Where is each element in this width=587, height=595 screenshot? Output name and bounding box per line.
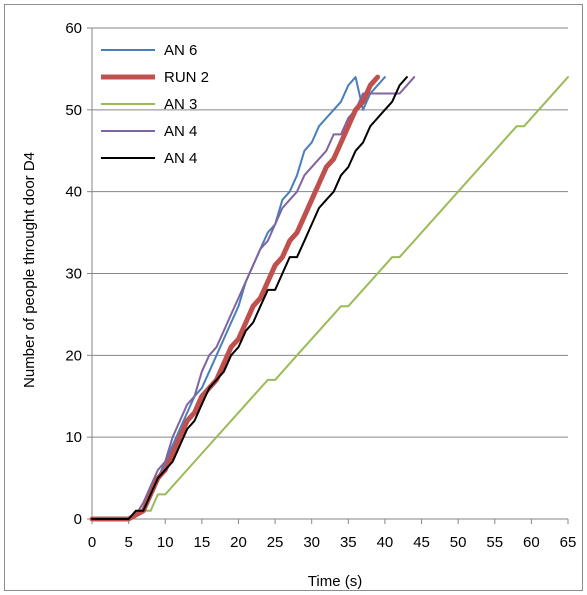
series-line-5	[91, 76, 408, 520]
x-tick-label: 40	[377, 534, 394, 551]
x-tick-label: 55	[486, 534, 503, 551]
x-tick-label: 15	[194, 534, 211, 551]
y-tick-labels: 0 10 20 30 40 50 60	[65, 20, 82, 528]
x-tick-label: 50	[450, 534, 467, 551]
x-tick-label: 20	[230, 534, 247, 551]
x-tick-label: 65	[560, 534, 577, 551]
legend: AN 6 RUN 2 AN 3 AN 4 AN 4	[101, 42, 209, 167]
series-line-4	[91, 76, 416, 520]
y-tick-label: 40	[65, 184, 82, 201]
x-tick-label: 60	[523, 534, 540, 551]
x-axis-title: Time (s)	[308, 573, 362, 590]
y-tick-label: 60	[65, 20, 82, 37]
x-tick-label: 25	[267, 534, 284, 551]
chart-frame	[4, 4, 583, 591]
series-lines	[89, 74, 569, 522]
series-line-2	[89, 74, 381, 522]
x-tick-label: 0	[88, 534, 96, 551]
legend-label: AN 4	[164, 150, 197, 167]
x-tick-label: 35	[340, 534, 357, 551]
y-tick-label: 50	[65, 102, 82, 119]
y-tick-label: 30	[65, 266, 82, 283]
x-tick-label: 10	[157, 534, 174, 551]
legend-label: AN 6	[164, 42, 197, 59]
legend-label: AN 3	[164, 96, 197, 113]
x-tick-labels: 0 5 10 15 20 25 30 35 40 45 50 55 60 65	[88, 534, 577, 551]
y-tick-label: 20	[65, 347, 82, 364]
x-tick-label: 45	[413, 534, 430, 551]
x-tick-label: 30	[303, 534, 320, 551]
x-tick-label: 5	[124, 534, 132, 551]
legend-label: AN 4	[164, 123, 197, 140]
y-axis-title: Number of people throught door D4	[21, 152, 38, 388]
y-tick-label: 10	[65, 429, 82, 446]
legend-label: RUN 2	[164, 69, 209, 86]
y-tick-label: 0	[74, 511, 82, 528]
gridlines	[92, 27, 568, 438]
axes	[87, 27, 569, 524]
